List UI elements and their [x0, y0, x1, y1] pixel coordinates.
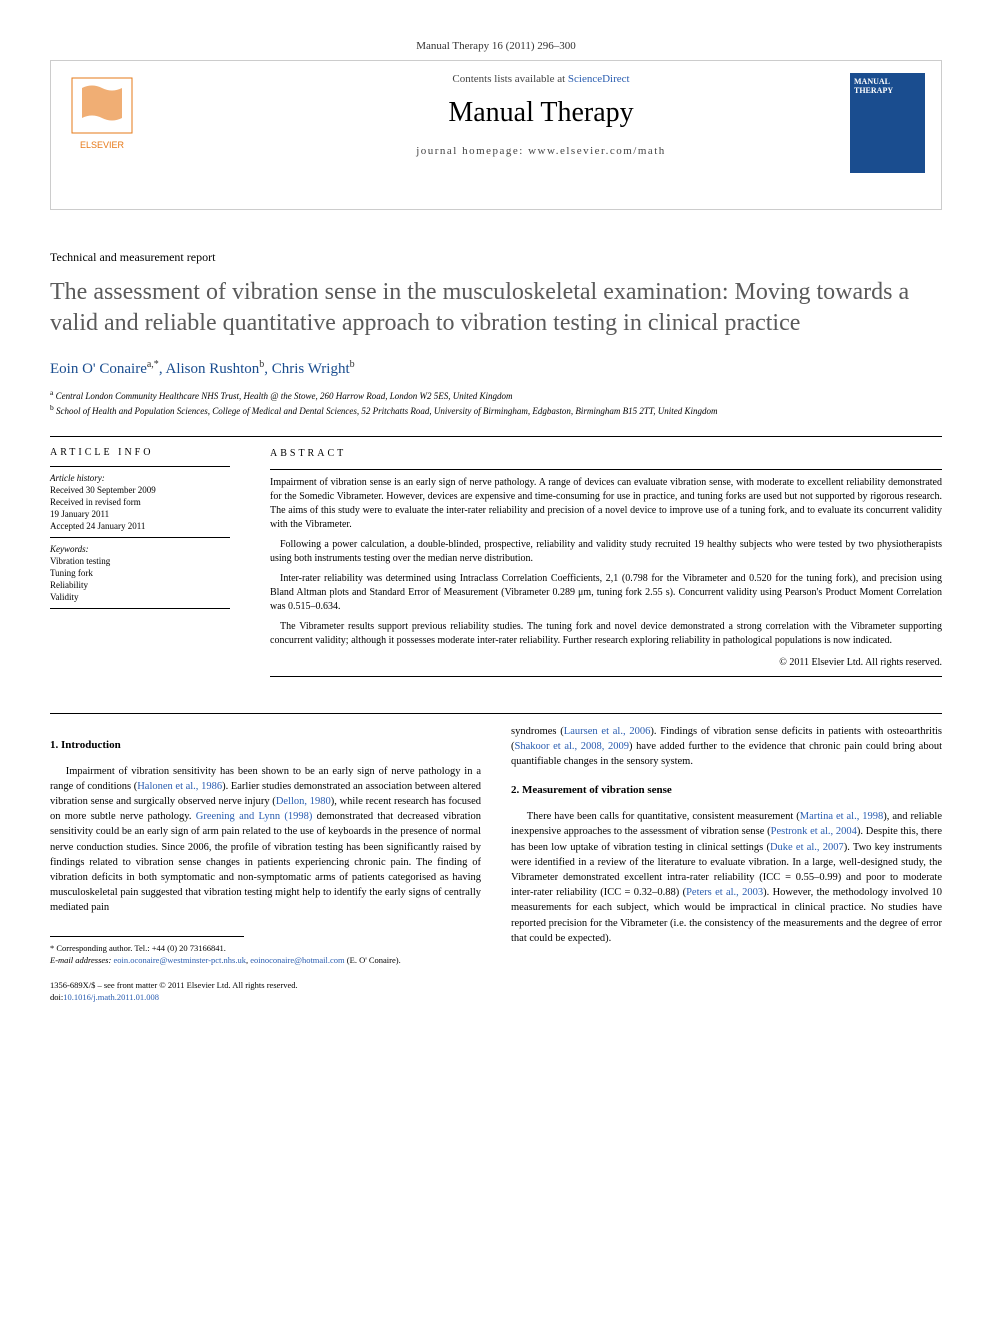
left-column: 1. Introduction Impairment of vibration … — [50, 724, 481, 1005]
doi-line: 1356-689X/$ – see front matter © 2011 El… — [50, 980, 481, 1004]
author: Chris Wright — [272, 361, 350, 377]
homepage-link[interactable]: www.elsevier.com/math — [528, 145, 666, 157]
keyword: Tuning fork — [50, 568, 230, 578]
history-item: Received in revised form — [50, 497, 230, 507]
article-info-column: ARTICLE INFO Article history: Received 3… — [50, 447, 230, 683]
author-marker: b — [350, 359, 355, 370]
section-heading: 1. Introduction — [50, 738, 481, 754]
history-item: Received 30 September 2009 — [50, 485, 230, 495]
aff-text: School of Health and Population Sciences… — [56, 406, 718, 416]
text: syndromes ( — [511, 726, 564, 737]
article-info-heading: ARTICLE INFO — [50, 447, 230, 458]
abstract-divider — [270, 676, 942, 677]
info-divider — [50, 608, 230, 609]
keyword: Reliability — [50, 580, 230, 590]
abstract-paragraph: The Vibrameter results support previous … — [270, 620, 942, 648]
body-divider — [50, 713, 942, 714]
sciencedirect-link[interactable]: ScienceDirect — [568, 73, 630, 85]
citation-link[interactable]: Shakoor et al., 2008, 2009 — [515, 741, 630, 752]
citation-line: Manual Therapy 16 (2011) 296–300 — [50, 40, 942, 52]
citation-link[interactable]: Pestronk et al., 2004 — [771, 826, 857, 837]
info-divider — [50, 466, 230, 467]
journal-name: Manual Therapy — [157, 97, 925, 129]
svg-text:ELSEVIER: ELSEVIER — [80, 140, 125, 150]
body-paragraph: There have been calls for quantitative, … — [511, 809, 942, 946]
body-paragraph: Impairment of vibration sensitivity has … — [50, 764, 481, 916]
article-title: The assessment of vibration sense in the… — [50, 277, 942, 339]
info-abstract-row: ARTICLE INFO Article history: Received 3… — [50, 447, 942, 683]
email-link[interactable]: eoinoconaire@hotmail.com — [250, 955, 344, 965]
right-column: syndromes (Laursen et al., 2006). Findin… — [511, 724, 942, 1005]
abstract-paragraph: Inter-rater reliability was determined u… — [270, 572, 942, 614]
abstract-heading: ABSTRACT — [270, 447, 942, 461]
keyword: Validity — [50, 592, 230, 602]
corresponding-author: * Corresponding author. Tel.: +44 (0) 20… — [50, 943, 481, 967]
abstract-paragraph: Impairment of vibration sense is an earl… — [270, 476, 942, 532]
contents-text: Contents lists available at — [452, 73, 567, 85]
aff-marker: b — [50, 403, 54, 412]
citation-link[interactable]: Peters et al., 2003 — [686, 887, 763, 898]
homepage-label: journal homepage: — [416, 145, 528, 157]
keyword: Vibration testing — [50, 556, 230, 566]
aff-marker: a — [50, 388, 53, 397]
journal-homepage: journal homepage: www.elsevier.com/math — [157, 145, 925, 157]
citation-link[interactable]: Laursen et al., 2006 — [564, 726, 651, 737]
email-name: (E. O' Conaire). — [345, 955, 401, 965]
author: Alison Rushton — [166, 361, 260, 377]
citation-link[interactable]: Halonen et al., 1986 — [137, 781, 222, 792]
abstract-divider — [270, 469, 942, 470]
author-marker: b — [259, 359, 264, 370]
doi-label: doi: — [50, 992, 63, 1002]
authors-list: Eoin O' Conairea,*, Alison Rushtonb, Chr… — [50, 359, 942, 378]
body-columns: 1. Introduction Impairment of vibration … — [50, 724, 942, 1005]
history-label: Article history: — [50, 473, 230, 483]
history-item: Accepted 24 January 2011 — [50, 521, 230, 531]
author-marker: a,* — [147, 359, 159, 370]
abstract-paragraph: Following a power calculation, a double-… — [270, 538, 942, 566]
email-link[interactable]: eoin.oconaire@westminster-pct.nhs.uk — [113, 955, 246, 965]
corr-label: * Corresponding author. Tel.: +44 (0) 20… — [50, 943, 481, 955]
header-box: ELSEVIER Contents lists available at Sci… — [50, 60, 942, 210]
divider — [50, 436, 942, 437]
cover-label: MANUAL THERAPY — [850, 73, 925, 99]
citation-link[interactable]: Greening and Lynn (1998) — [196, 811, 313, 822]
affiliations: a Central London Community Healthcare NH… — [50, 388, 942, 417]
citation-link[interactable]: Dellon, 1980 — [276, 796, 331, 807]
info-divider — [50, 537, 230, 538]
text: There have been calls for quantitative, … — [527, 811, 800, 822]
doi-link[interactable]: 10.1016/j.math.2011.01.008 — [63, 992, 159, 1002]
aff-text: Central London Community Healthcare NHS … — [56, 391, 513, 401]
article-type: Technical and measurement report — [50, 250, 942, 265]
copyright-front-matter: 1356-689X/$ – see front matter © 2011 El… — [50, 980, 481, 992]
citation-link[interactable]: Duke et al., 2007 — [770, 842, 844, 853]
keywords-label: Keywords: — [50, 544, 230, 554]
citation-link[interactable]: Martina et al., 1998 — [800, 811, 884, 822]
contents-line: Contents lists available at ScienceDirec… — [157, 73, 925, 85]
elsevier-logo: ELSEVIER — [67, 73, 137, 153]
body-paragraph: syndromes (Laursen et al., 2006). Findin… — [511, 724, 942, 770]
email-label: E-mail addresses: — [50, 955, 111, 965]
author: Eoin O' Conaire — [50, 361, 147, 377]
history-item: 19 January 2011 — [50, 509, 230, 519]
text: demonstrated that decreased vibration se… — [50, 811, 481, 913]
section-heading: 2. Measurement of vibration sense — [511, 783, 942, 799]
abstract-copyright: © 2011 Elsevier Ltd. All rights reserved… — [270, 656, 942, 670]
footer-separator — [50, 936, 244, 937]
journal-cover-thumbnail: MANUAL THERAPY — [850, 73, 925, 173]
abstract-column: ABSTRACT Impairment of vibration sense i… — [270, 447, 942, 683]
